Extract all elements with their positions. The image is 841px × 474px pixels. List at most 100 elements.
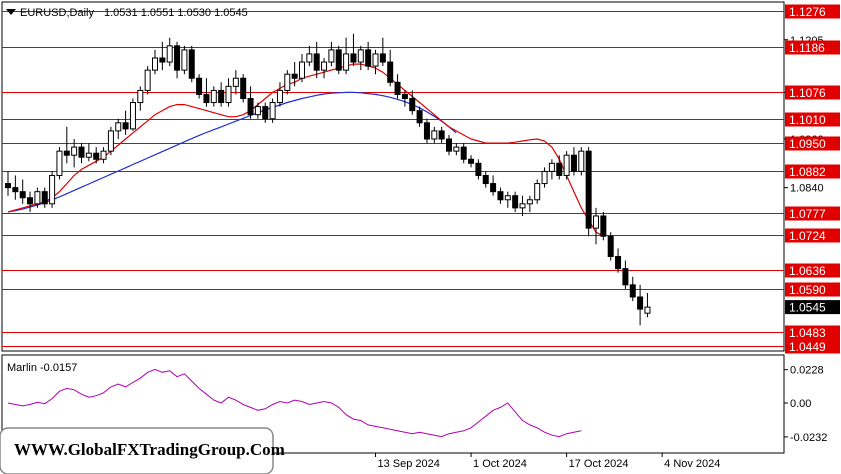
- candle-body: [63, 150, 70, 156]
- candle-body: [578, 150, 585, 172]
- level-label-box: [785, 206, 840, 221]
- candle-body: [291, 73, 298, 79]
- level-label-text: 1.0636: [789, 264, 826, 278]
- candle-body: [240, 77, 247, 99]
- main-price-panel: [1, 1, 785, 352]
- candle-body: [284, 73, 291, 91]
- ma-slow-path: [7, 91, 457, 213]
- level-label-box: [785, 228, 840, 243]
- level-label-box: [785, 85, 840, 100]
- candle-body: [460, 146, 467, 160]
- candle-body: [357, 49, 364, 63]
- watermark-box: [0, 427, 274, 474]
- ma-slow-line: [7, 91, 457, 213]
- candle-body: [468, 158, 475, 164]
- candle-body: [379, 53, 386, 63]
- candle-body: [5, 183, 11, 189]
- candle-body: [56, 150, 63, 176]
- oscillator-line: [7, 368, 582, 438]
- level-label-box: [785, 282, 840, 297]
- candle-body: [438, 130, 445, 140]
- candle-body: [512, 195, 519, 209]
- candle-body: [225, 85, 232, 104]
- current-price-box: [785, 300, 840, 315]
- candle-body: [431, 130, 438, 140]
- candle-body: [504, 195, 511, 201]
- ma-fast-path: [7, 63, 604, 237]
- candle-body: [372, 53, 379, 67]
- level-label-box: [785, 164, 840, 179]
- candle-body: [585, 150, 592, 229]
- level-label-text: 1.0950: [789, 137, 826, 151]
- candle-body: [71, 146, 78, 156]
- osc-tick-label: 0.0228: [790, 365, 824, 377]
- candle-body: [247, 97, 254, 116]
- candle-body: [541, 170, 548, 185]
- level-label-text: 1.0882: [789, 165, 826, 179]
- level-label-box: [785, 325, 840, 340]
- indicator-label: Marlin -0.0157: [7, 362, 77, 374]
- level-label-text: 1.1276: [789, 5, 826, 19]
- candle-body: [115, 122, 122, 132]
- candle-body: [556, 162, 563, 176]
- candle-body: [93, 152, 100, 160]
- candle-body: [409, 97, 416, 112]
- candle-body: [262, 106, 269, 120]
- price-tick-label: 1.0840: [790, 183, 824, 195]
- level-label-text: 1.1076: [789, 86, 826, 100]
- candle-body: [423, 122, 430, 140]
- candle-body: [350, 53, 357, 63]
- candle-body: [615, 255, 622, 270]
- level-label-box: [785, 136, 840, 151]
- collapse-triangle-icon[interactable]: [6, 9, 16, 15]
- candle-body: [78, 146, 85, 158]
- candle-body: [490, 183, 497, 193]
- level-labels: 1.1276 1.1186 1.1076 1.1010 1.0950 1.0882 1.07…: [785, 4, 840, 354]
- time-tick-label: 17 Oct 2024: [569, 458, 629, 470]
- candle-body: [254, 106, 261, 116]
- time-tick-label: 4 Nov 2024: [664, 458, 720, 470]
- level-label-text: 1.0724: [789, 229, 826, 243]
- osc-tick-label: 0.00: [790, 398, 811, 410]
- candle-body: [85, 152, 92, 158]
- osc-tick-label: -0.0232: [790, 432, 827, 444]
- oscillator-axis: 0.0228 0.00 -0.0232: [784, 365, 827, 444]
- candle-body: [232, 77, 239, 87]
- candle-body: [306, 53, 313, 63]
- candle-body: [313, 53, 320, 71]
- candle-body: [637, 296, 644, 310]
- candle-body: [107, 130, 114, 152]
- candles-group: [5, 33, 651, 326]
- level-label-text: 1.1186: [789, 41, 825, 55]
- level-label-box: [785, 339, 840, 354]
- current-price-text: 1.0545: [789, 301, 826, 315]
- time-axis: 13 Sep 2024 1 Oct 2024 17 Oct 2024 4 Nov 20…: [375, 453, 720, 470]
- candle-body: [365, 49, 372, 67]
- candle-body: [34, 191, 41, 205]
- candle-body: [100, 150, 107, 160]
- candle-body: [401, 93, 408, 99]
- watermark-text: WWW.GlobalFXTradingGroup.Com: [14, 440, 285, 459]
- candle-body: [41, 191, 48, 205]
- candle-body: [49, 174, 56, 205]
- candle-body: [129, 102, 136, 130]
- candle-body: [269, 102, 276, 120]
- ohlc-values: 1.0531 1.0551 1.0530 1.0545: [104, 7, 248, 19]
- level-label-text: 1.0483: [789, 326, 826, 340]
- candle-body: [526, 199, 533, 205]
- candle-body: [563, 154, 570, 176]
- candle-body: [181, 49, 188, 71]
- level-label-box: [785, 112, 840, 127]
- candle-body: [394, 81, 401, 95]
- candle-body: [343, 53, 350, 71]
- candle-body: [607, 235, 614, 257]
- symbol-label: EURUSD,Daily: [20, 7, 94, 19]
- candle-body: [328, 49, 335, 63]
- candle-body: [593, 215, 599, 229]
- candle-body: [196, 77, 203, 95]
- candle-body: [159, 57, 166, 63]
- candle-body: [166, 45, 173, 63]
- candle-body: [299, 61, 305, 79]
- level-label-text: 1.0449: [789, 340, 826, 354]
